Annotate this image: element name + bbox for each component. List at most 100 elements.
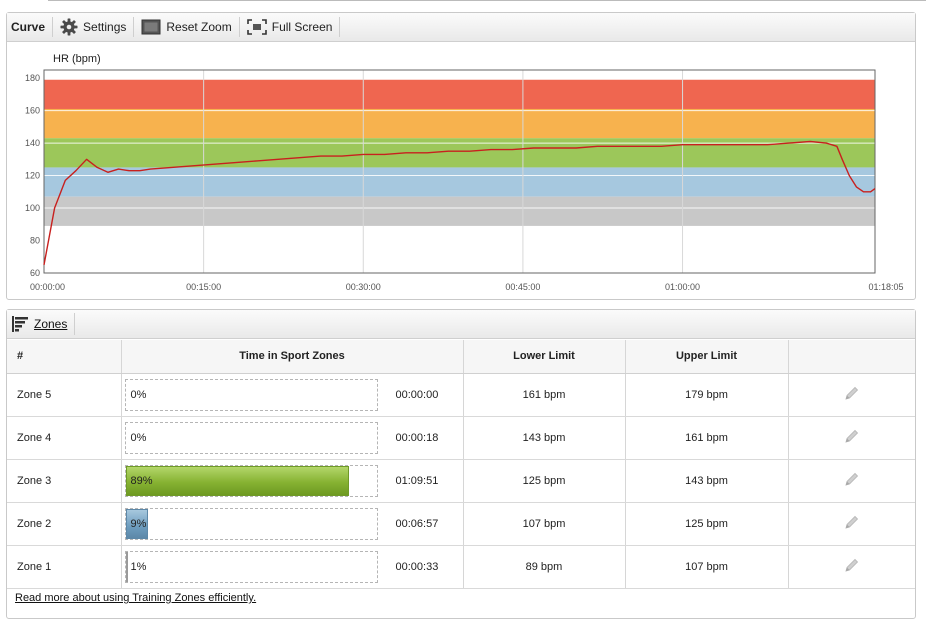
zone-percent: 0% xyxy=(130,388,147,401)
zones-table-header: # Time in Sport Zones Lower Limit Upper … xyxy=(7,340,915,374)
edit-zone-button[interactable] xyxy=(788,502,915,546)
zone-time-bar: 0% xyxy=(124,378,378,411)
y-axis-label: HR (bpm) xyxy=(53,53,101,65)
zone-time-bar: 89% xyxy=(124,464,378,497)
heart-rate-line xyxy=(43,140,876,266)
pencil-icon xyxy=(845,515,858,529)
reset-zoom-button[interactable]: Reset Zoom xyxy=(134,17,240,37)
tab-zones-label: Zones xyxy=(34,317,68,331)
zone-time: 01:09:51 xyxy=(395,474,439,487)
zone-time-bar-fill xyxy=(125,508,149,539)
pencil-icon xyxy=(845,386,858,400)
zones-panel: Zones # Time in Sport Zones Lower Limit … xyxy=(6,309,916,619)
tab-zones[interactable]: Zones xyxy=(7,313,76,335)
upper-limit: 107 bpm xyxy=(625,545,789,589)
edit-zone-button[interactable] xyxy=(788,416,915,460)
y-tick-label: 120 xyxy=(25,171,40,181)
curve-panel: Curve Settings xyxy=(6,12,916,300)
heart-rate-chart[interactable]: 60 80 100 120 140 160 180 00:00:00 00:15:00 00:3… xyxy=(7,43,915,299)
lower-limit: 161 bpm xyxy=(463,373,626,417)
zone-percent: 89% xyxy=(130,474,153,487)
zone-name: Zone 1 xyxy=(7,545,122,589)
full-screen-button[interactable]: Full Screen xyxy=(240,17,341,37)
y-tick-label: 180 xyxy=(25,73,40,83)
curve-toolbar: Curve Settings xyxy=(7,13,915,42)
zone-time-bar: 9% xyxy=(124,507,378,540)
time-in-zone-cell: 0% 00:00:18 xyxy=(121,416,464,460)
zone-name: Zone 4 xyxy=(7,416,122,460)
edit-zone-button[interactable] xyxy=(788,545,915,589)
zones-toolbar: Zones xyxy=(7,310,915,339)
zone-time: 00:00:33 xyxy=(395,560,439,573)
time-in-zone-cell: 0% 00:00:00 xyxy=(121,373,464,417)
lower-limit: 107 bpm xyxy=(463,502,626,546)
column-header-lower: Lower Limit xyxy=(463,340,626,374)
lower-limit: 143 bpm xyxy=(463,416,626,460)
upper-limit: 125 bpm xyxy=(625,502,789,546)
x-tick-label: 01:00:00 xyxy=(665,282,700,292)
gear-icon xyxy=(60,18,78,36)
y-tick-label: 100 xyxy=(25,203,40,213)
table-row: Zone 4 0% 00:00:18 143 bpm 161 bpm xyxy=(7,416,915,460)
x-tick-label: 00:15:00 xyxy=(186,282,221,292)
settings-button[interactable]: Settings xyxy=(53,17,135,37)
top-divider xyxy=(48,0,926,1)
zones-table: # Time in Sport Zones Lower Limit Upper … xyxy=(7,340,915,589)
time-in-zone-cell: 9% 00:06:57 xyxy=(121,502,464,546)
upper-limit: 161 bpm xyxy=(625,416,789,460)
column-header-actions xyxy=(788,340,915,374)
curve-title: Curve xyxy=(7,17,54,37)
heart-rate-chart-svg: 60 80 100 120 140 160 180 00:00:00 00:15:00 00:3… xyxy=(25,53,904,292)
pencil-icon xyxy=(845,558,858,572)
x-tick-label: 00:30:00 xyxy=(346,282,381,292)
settings-label: Settings xyxy=(83,20,127,34)
zone-name: Zone 3 xyxy=(7,459,122,503)
zone-time-bar: 0% xyxy=(124,421,378,454)
edit-zone-button[interactable] xyxy=(788,373,915,417)
training-zones-help-link[interactable]: Read more about using Training Zones eff… xyxy=(15,592,257,604)
column-header-upper: Upper Limit xyxy=(625,340,789,374)
lower-limit: 125 bpm xyxy=(463,459,626,503)
column-header-number: # xyxy=(7,340,122,374)
plot-frame xyxy=(43,69,876,274)
zone-percent: 9% xyxy=(130,517,147,530)
zone-time: 00:00:00 xyxy=(395,388,439,401)
y-tick-label: 140 xyxy=(25,138,40,148)
x-tick-label: 00:00:00 xyxy=(30,282,65,292)
y-tick-label: 60 xyxy=(30,268,40,278)
zone-band-zone-1 xyxy=(44,196,875,226)
zones-icon xyxy=(12,316,28,332)
x-tick-label: 00:45:00 xyxy=(505,282,540,292)
reset-zoom-label: Reset Zoom xyxy=(166,20,232,34)
upper-limit: 143 bpm xyxy=(625,459,789,503)
zone-time-bar-fill xyxy=(125,465,349,496)
zone-time-bar: 1% xyxy=(124,550,378,583)
time-in-zone-cell: 1% 00:00:33 xyxy=(121,545,464,589)
upper-limit: 179 bpm xyxy=(625,373,789,417)
reset-zoom-icon xyxy=(141,19,161,35)
zone-band-zone-4 xyxy=(44,108,875,139)
zone-percent: 0% xyxy=(130,431,147,444)
y-tick-label: 80 xyxy=(30,236,40,246)
zone-band-zone-5 xyxy=(44,79,875,109)
column-header-time: Time in Sport Zones xyxy=(121,340,464,374)
zone-name: Zone 2 xyxy=(7,502,122,546)
full-screen-label: Full Screen xyxy=(271,20,333,34)
zone-time-bar-fill xyxy=(125,551,128,582)
table-row: Zone 5 0% 00:00:00 161 bpm 179 bpm xyxy=(7,373,915,417)
edit-zone-button[interactable] xyxy=(788,459,915,503)
x-tick-label: 01:18:05 xyxy=(868,282,903,292)
zone-name: Zone 5 xyxy=(7,373,122,417)
pencil-icon xyxy=(845,429,858,443)
zone-time: 00:06:57 xyxy=(395,517,439,530)
full-screen-icon xyxy=(246,19,267,35)
table-row: Zone 3 89% 01:09:51 125 bpm 143 bpm xyxy=(7,459,915,503)
pencil-icon xyxy=(845,472,858,486)
zone-band-zone-2 xyxy=(44,167,875,197)
y-tick-label: 160 xyxy=(25,106,40,116)
time-in-zone-cell: 89% 01:09:51 xyxy=(121,459,464,503)
zone-percent: 1% xyxy=(130,560,147,573)
lower-limit: 89 bpm xyxy=(463,545,626,589)
zone-time: 00:00:18 xyxy=(395,431,439,444)
table-row: Zone 1 1% 00:00:33 89 bpm 107 bpm xyxy=(7,545,915,589)
